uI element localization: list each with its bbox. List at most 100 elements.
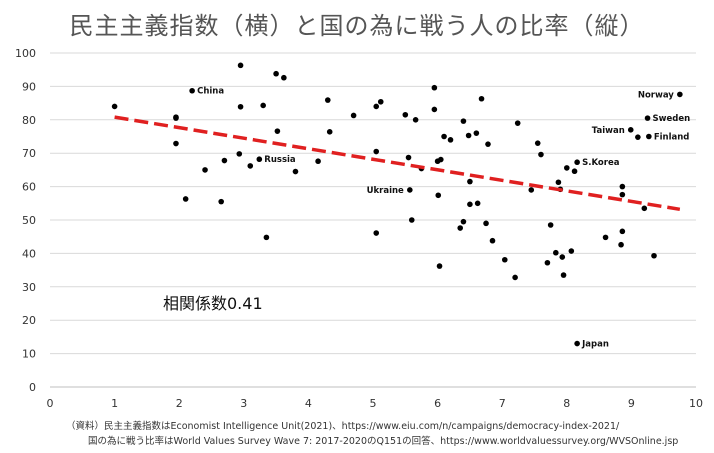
data-point [435, 192, 442, 199]
data-point [263, 234, 270, 241]
data-point [651, 252, 657, 259]
data-point [438, 156, 444, 163]
data-point [474, 200, 481, 207]
y-tick-label: 40 [22, 247, 36, 260]
y-tick-label: 100 [15, 47, 36, 60]
y-tick-label: 20 [22, 314, 36, 327]
data-point [412, 117, 419, 123]
data-point [281, 74, 287, 81]
data-point [478, 95, 485, 102]
data-point [547, 222, 554, 228]
point-label-ukraine: Ukraine [367, 186, 404, 196]
y-tick-label: 90 [22, 80, 36, 93]
x-tick-label: 8 [563, 397, 570, 410]
x-tick-label: 3 [240, 397, 247, 410]
x-tick-label: 6 [434, 397, 441, 410]
data-point [635, 134, 641, 140]
data-point [221, 157, 228, 164]
chart-title: 民主主義指数（横）と国の為に戦う人の比率（縦） [69, 12, 645, 40]
data-point [236, 151, 243, 157]
data-point [574, 159, 580, 166]
data-points [111, 62, 683, 347]
trendline-path [114, 115, 681, 212]
data-point [377, 98, 384, 105]
x-tick-label: 5 [370, 397, 377, 410]
data-point [568, 248, 575, 254]
data-point [641, 205, 648, 212]
data-point [559, 254, 566, 260]
data-point [173, 140, 179, 147]
tick-labels: 0 10 20 30 40 50 60 70 80 90 100 0 1 2 3 4 5 6 7 8 9 10 [15, 47, 703, 410]
data-point [431, 84, 438, 91]
data-point [260, 102, 266, 109]
data-point [553, 249, 559, 256]
y-tick-label: 50 [22, 214, 36, 227]
data-point [501, 256, 508, 263]
data-point [473, 130, 480, 136]
data-point [627, 127, 634, 133]
data-point [514, 120, 521, 126]
data-point [467, 201, 473, 208]
data-point [182, 196, 189, 202]
data-point [460, 218, 467, 225]
point-label-finland: Finland [654, 133, 690, 143]
data-point [292, 168, 299, 175]
data-point [326, 129, 333, 135]
data-point [237, 62, 244, 69]
point-label-russia: Russia [264, 155, 296, 165]
data-point [646, 133, 652, 140]
data-point [534, 140, 541, 146]
data-point [457, 225, 464, 231]
data-point [315, 158, 321, 165]
data-point [373, 148, 380, 155]
data-point [485, 141, 491, 147]
data-point [602, 234, 609, 241]
x-tick-label: 4 [305, 397, 312, 410]
data-point [644, 115, 651, 121]
y-tick-label: 60 [22, 181, 36, 194]
point-labels: China Russia Ukraine Japan S.Korea Taiwan Swed… [197, 87, 690, 350]
data-point [489, 237, 496, 244]
data-point [574, 340, 580, 347]
data-point [528, 187, 535, 193]
data-point [512, 274, 518, 281]
source-note-1: （資料）民主主義指数はEconomist Intelligence Unit(2… [66, 421, 620, 432]
data-point [465, 132, 472, 139]
data-point [544, 259, 551, 266]
data-point [619, 191, 626, 198]
data-point [560, 272, 567, 278]
grid-lines [50, 52, 696, 355]
data-point [202, 167, 208, 173]
data-point [564, 165, 570, 171]
x-tick-label: 7 [499, 397, 506, 410]
x-tick-label: 2 [176, 397, 183, 410]
y-tick-label: 80 [22, 114, 36, 127]
point-label-norway: Norway [638, 90, 674, 100]
x-tick-label: 1 [111, 397, 118, 410]
data-point [408, 217, 415, 223]
data-point [538, 151, 544, 158]
data-point [677, 91, 683, 98]
y-tick-label: 30 [22, 281, 36, 294]
data-point [173, 114, 179, 120]
y-tick-label: 0 [29, 381, 36, 394]
y-tick-label: 10 [22, 348, 36, 361]
x-tick-label: 9 [628, 397, 635, 410]
source-note-2: 国の為に戦う比率はWorld Values Survey Wave 7: 201… [88, 436, 679, 447]
point-label-skorea: S.Korea [582, 158, 620, 168]
point-label-japan: Japan [581, 340, 609, 350]
data-point [274, 128, 281, 134]
data-point [483, 220, 489, 227]
point-label-taiwan: Taiwan [592, 126, 625, 136]
data-point [237, 103, 244, 110]
data-point [619, 183, 626, 190]
data-point [436, 263, 443, 269]
data-point [256, 156, 263, 163]
data-point [571, 168, 578, 175]
data-point [273, 70, 279, 77]
data-point [407, 187, 413, 193]
data-point [402, 111, 409, 118]
data-point [460, 118, 467, 124]
data-point [218, 198, 224, 205]
data-point [618, 241, 624, 248]
